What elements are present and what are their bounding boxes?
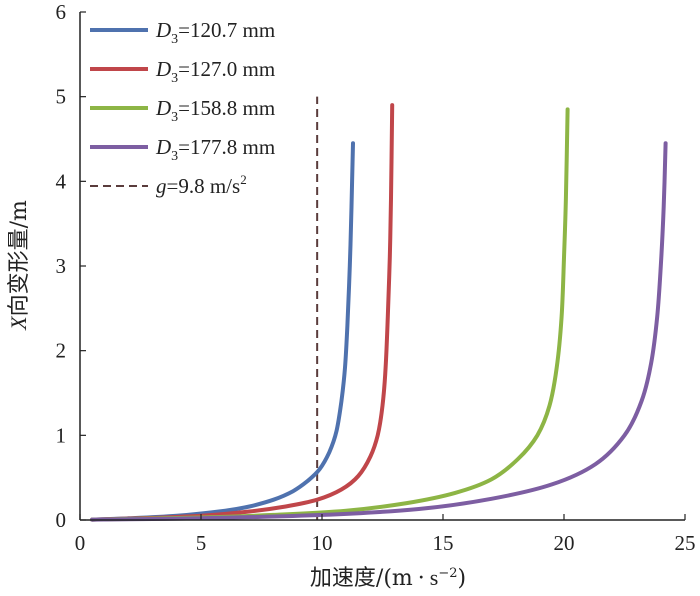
y-tick-label: 1 bbox=[56, 423, 67, 447]
x-tick-label: 5 bbox=[196, 531, 207, 555]
tick-labels: 0 5 10 15 20 25 0 1 2 3 4 5 6 bbox=[56, 0, 696, 555]
x-tick-label: 0 bbox=[75, 531, 86, 555]
y-tick-label: 2 bbox=[56, 339, 67, 363]
series-line-1 bbox=[90, 141, 355, 522]
series-line-2 bbox=[90, 103, 395, 522]
y-axis-title: X向变形量/m bbox=[6, 200, 32, 331]
y-tick-label: 4 bbox=[56, 169, 67, 193]
legend-label-2: D3=127.0 mm bbox=[155, 57, 275, 86]
series-group bbox=[90, 103, 668, 522]
series-line-4 bbox=[90, 141, 668, 522]
x-tick-label: 15 bbox=[433, 531, 454, 555]
axes bbox=[79, 11, 686, 521]
y-tick-label: 3 bbox=[56, 254, 67, 278]
x-tick-label: 20 bbox=[554, 531, 575, 555]
legend-label-3: D3=158.8 mm bbox=[155, 96, 275, 125]
y-tick-label: 5 bbox=[56, 85, 67, 109]
x-tick-label: 25 bbox=[675, 531, 696, 555]
legend-label-4: D3=177.8 mm bbox=[155, 135, 275, 164]
x-axis-title: 加速度/(m · s−2) bbox=[310, 565, 466, 591]
legend-label-ref: g=9.8 m/s2 bbox=[156, 172, 247, 198]
series-line-3 bbox=[90, 107, 570, 522]
y-tick-label: 0 bbox=[56, 508, 67, 532]
y-tick-label: 6 bbox=[56, 0, 67, 24]
legend-label-1: D3=120.7 mm bbox=[155, 18, 275, 47]
legend: D3=120.7 mm D3=127.0 mm D3=158.8 mm D3=177.… bbox=[90, 18, 275, 198]
x-tick-label: 10 bbox=[312, 531, 333, 555]
